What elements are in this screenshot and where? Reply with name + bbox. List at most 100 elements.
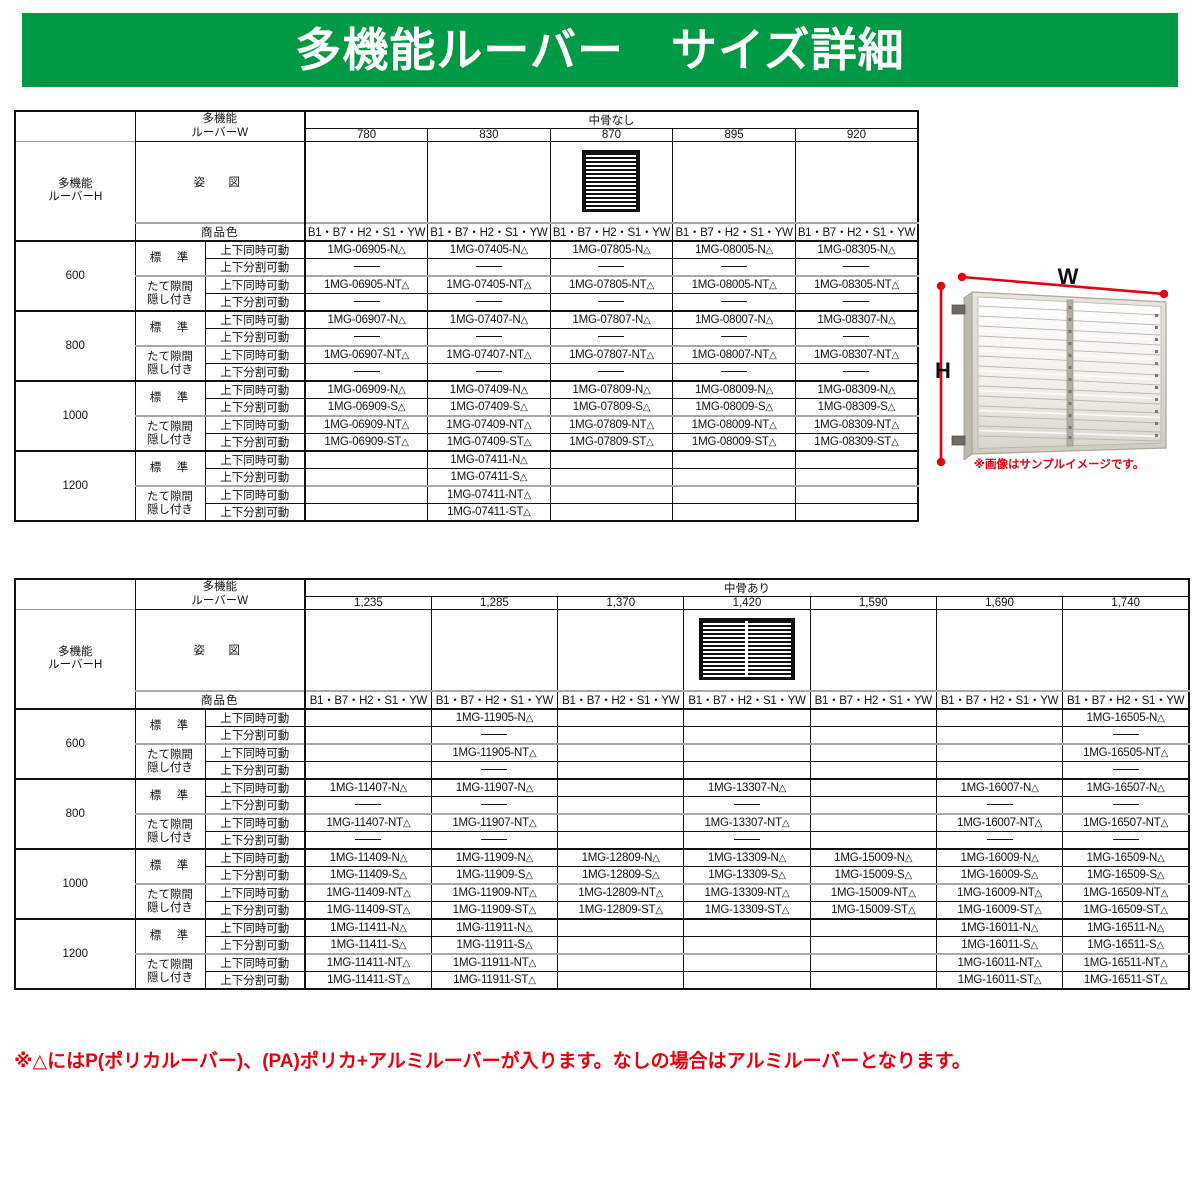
louver-figure-cell xyxy=(794,141,919,224)
data-row: 1000 標 準上下同時可動 1MG-06909-N△ 1MG-07409-N△ 1MG… xyxy=(14,380,919,452)
product-code-cell xyxy=(672,450,796,469)
product-code-cell xyxy=(672,293,796,312)
product-code-cell: 1MG-08309-S△ xyxy=(794,398,919,417)
product-code-cell: 1MG-11911-NT△ xyxy=(430,953,559,972)
product-code-cell xyxy=(935,761,1064,780)
data-row: 600 標 準上下同時可動 1MG-11905-N△ 1MG-16505-N△ xyxy=(14,708,1190,780)
product-code-cell: 1MG-13307-NT△ xyxy=(683,813,811,832)
spec-table-no-center-rib: 多機能 ルーバーW 中骨なし 780 830 870 895 920 多機能 ルーバーH 姿 図商品… xyxy=(14,110,919,522)
product-code-cell xyxy=(1062,761,1190,780)
row-type-standard: 標 準 xyxy=(134,848,206,885)
product-code-cell: 1MG-16011-ST△ xyxy=(935,971,1064,990)
product-code-cell xyxy=(809,796,937,815)
product-code-cell xyxy=(683,761,811,780)
row-height-1000: 1000 xyxy=(14,380,136,452)
header-row-colors: 商品色 B1・B7・H2・S1・YW B1・B7・H2・S1・YW B1・B7・H2・… xyxy=(15,222,919,242)
figure-h-label: H xyxy=(935,358,951,383)
product-code-cell xyxy=(672,328,796,347)
header-sugata: 姿 図 xyxy=(134,141,306,224)
product-code-cell: 1MG-11409-N△ xyxy=(303,848,432,867)
header-width-920: 920 xyxy=(794,128,919,142)
product-figure: W H xyxy=(928,258,1190,488)
row-type-standard: 標 準 xyxy=(134,240,206,277)
product-code-cell: 1MG-13309-N△ xyxy=(683,848,811,867)
product-code-cell xyxy=(303,761,432,780)
header-color-codes: B1・B7・H2・S1・YW xyxy=(935,690,1064,710)
header-width-830: 830 xyxy=(427,128,551,142)
product-code-cell xyxy=(427,293,551,312)
product-code-cell xyxy=(1062,831,1190,850)
product-code-cell xyxy=(672,485,796,504)
louver-figure-cell xyxy=(303,609,432,692)
row-motion-split: 上下分割可動 xyxy=(204,831,306,850)
product-code-cell xyxy=(304,503,429,522)
product-code-cell: 1MG-07411-N△ xyxy=(427,450,551,469)
product-code-cell: 1MG-06907-N△ xyxy=(304,310,429,329)
row-motion-simultaneous: 上下同時可動 xyxy=(204,380,306,399)
row-height-800: 800 xyxy=(14,778,136,850)
product-code-cell: 1MG-08007-N△ xyxy=(672,310,796,329)
product-code-cell: 1MG-16505-N△ xyxy=(1062,708,1190,727)
product-code-cell: 1MG-06905-N△ xyxy=(304,240,429,259)
product-code-cell: 1MG-12809-ST△ xyxy=(557,901,685,920)
row-motion-simultaneous: 上下同時可動 xyxy=(204,275,306,294)
product-code-cell: 1MG-11409-ST△ xyxy=(303,901,432,920)
product-code-cell: 1MG-16009-ST△ xyxy=(935,901,1064,920)
header-row-colors: 商品色 B1・B7・H2・S1・YW B1・B7・H2・S1・YW B1・B7・H2・… xyxy=(15,690,1190,710)
data-row: 上下分割可動 1MG-07411-ST△ xyxy=(15,503,919,522)
product-code-cell: 1MG-13307-N△ xyxy=(683,778,811,797)
product-code-cell: 1MG-07805-N△ xyxy=(549,240,674,259)
product-code-cell xyxy=(303,743,432,762)
product-code-cell: 1MG-11911-S△ xyxy=(430,936,559,955)
data-row: たて隙間 隠し付き 上下同時可動 1MG-11411-NT△ 1MG-11911-NT△… xyxy=(15,953,1190,990)
product-code-cell xyxy=(304,363,429,382)
row-motion-split: 上下分割可動 xyxy=(204,936,306,955)
data-row: 800 標 準上下同時可動 1MG-06907-N△ 1MG-07407-N△ 1MG-… xyxy=(14,310,919,382)
row-type-gap_hidden: たて隙間 隠し付き xyxy=(134,345,206,382)
product-code-cell xyxy=(794,328,919,347)
product-code-cell: 1MG-11911-ST△ xyxy=(430,971,559,990)
row-type-gap_hidden: たて隙間 隠し付き xyxy=(134,813,206,850)
row-motion-simultaneous: 上下同時可動 xyxy=(204,415,306,434)
row-type-gap_hidden: たて隙間 隠し付き xyxy=(134,883,206,920)
product-code-cell: 1MG-08307-N△ xyxy=(794,310,919,329)
louver-figure-cell xyxy=(549,141,674,224)
product-code-cell xyxy=(557,936,685,955)
product-code-cell: 1MG-16509-ST△ xyxy=(1062,901,1190,920)
product-code-cell xyxy=(557,743,685,762)
row-type-standard: 標 準 xyxy=(134,450,206,487)
data-row: たて隙間 隠し付き 上下同時可動 1MG-07411-NT△ xyxy=(15,485,919,522)
product-code-cell: 1MG-16009-NT△ xyxy=(935,883,1064,902)
product-code-cell xyxy=(304,328,429,347)
header-width-1420: 1,420 xyxy=(683,596,811,610)
header-color-codes: B1・B7・H2・S1・YW xyxy=(549,222,674,242)
data-row: 上下分割可動 1MG-06909-ST△ 1MG-07409-ST△ 1MG-0780… xyxy=(15,433,919,452)
product-code-cell: 1MG-11411-ST△ xyxy=(303,971,432,990)
product-code-cell xyxy=(549,503,674,522)
header-color-codes: B1・B7・H2・S1・YW xyxy=(557,690,685,710)
product-code-cell xyxy=(549,468,674,487)
row-motion-split: 上下分割可動 xyxy=(204,398,306,417)
data-row: たて隙間 隠し付き 上下同時可動 1MG-06905-NT△ 1MG-07405-NT△… xyxy=(15,275,919,312)
product-code-cell xyxy=(427,363,551,382)
product-code-cell xyxy=(794,503,919,522)
product-code-cell xyxy=(430,726,559,745)
row-motion-simultaneous: 上下同時可動 xyxy=(204,953,306,972)
product-code-cell: 1MG-08009-ST△ xyxy=(672,433,796,452)
header-group-label: 中骨なし xyxy=(304,110,919,129)
product-code-cell: 1MG-07405-N△ xyxy=(427,240,551,259)
product-code-cell: 1MG-11407-N△ xyxy=(303,778,432,797)
product-code-cell xyxy=(809,953,937,972)
row-height-800: 800 xyxy=(14,310,136,382)
louver-figure-cell xyxy=(809,609,937,692)
product-code-cell: 1MG-11909-NT△ xyxy=(430,883,559,902)
product-code-cell: 1MG-07411-ST△ xyxy=(427,503,551,522)
product-code-cell xyxy=(430,831,559,850)
product-code-cell xyxy=(427,258,551,277)
product-code-cell: 1MG-06907-NT△ xyxy=(304,345,429,364)
product-code-cell: 1MG-11907-NT△ xyxy=(430,813,559,832)
product-code-cell: 1MG-16009-N△ xyxy=(935,848,1064,867)
louver-icon-no-rib xyxy=(582,149,641,212)
data-row: 上下分割可動 xyxy=(15,363,919,382)
product-code-cell xyxy=(809,778,937,797)
